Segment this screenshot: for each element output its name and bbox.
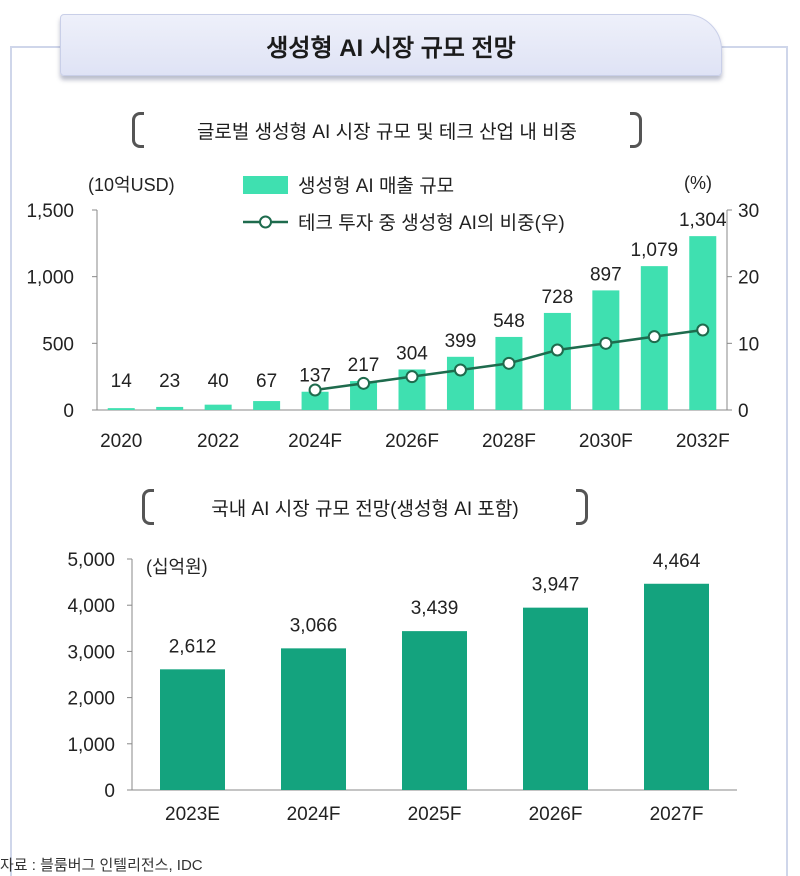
bar-value-label: 23: [159, 371, 180, 392]
bar-value-label: 548: [493, 311, 525, 332]
x-tick-label: 2028F: [482, 431, 536, 452]
bar-value-label: 2,612: [169, 636, 217, 657]
bar-value-label: 3,439: [411, 598, 459, 619]
source-note: 자료 : 블룸버그 인텔리전스, IDC: [0, 857, 203, 874]
bar: [281, 648, 346, 790]
bar: [592, 290, 620, 410]
chart2-title: 국내 AI 시장 규모 전망(생성형 AI 포함): [142, 489, 588, 525]
x-tick-label: 2020: [100, 431, 142, 452]
y2-tick-label: 30: [738, 201, 759, 222]
bar: [495, 336, 523, 410]
bar-value-label: 4,464: [653, 551, 701, 572]
bar-value-label: 897: [590, 264, 622, 285]
bar-value-label: 67: [256, 371, 277, 392]
y2-tick-label: 10: [738, 334, 759, 355]
y2-tick-label: 0: [738, 401, 749, 422]
share-point: [550, 343, 564, 357]
global-market-chart: 0 500 1,000 1,500 0 10 20 30 (10억USD) (%) 14 23 40 67…: [26, 173, 759, 452]
bar-value-label: 14: [111, 371, 133, 392]
chart1-title: 글로벌 생성형 AI 시장 규모 및 테크 산업 내 비중: [132, 112, 642, 148]
bar: [107, 408, 135, 410]
legend-line-label: 테크 투자 중 생성형 AI의 비중(우): [298, 212, 565, 234]
share-point: [502, 356, 516, 370]
y-tick-label: 1,000: [67, 735, 115, 756]
bar-value-label: 728: [542, 287, 574, 308]
x-tick-label: 2024F: [288, 431, 342, 452]
x-tick-label: 2023E: [165, 804, 220, 825]
bar: [402, 631, 467, 790]
share-point: [357, 376, 371, 390]
y-tick-label: 3,000: [67, 642, 115, 663]
y2-tick-label: 20: [738, 268, 759, 289]
x-tick-label: 2026F: [529, 804, 583, 825]
y-tick-label: 5,000: [67, 550, 115, 571]
legend-line-marker: [259, 215, 272, 229]
bar: [204, 404, 232, 410]
legend-bar-swatch: [243, 176, 288, 194]
bar: [689, 236, 717, 410]
share-point: [453, 363, 467, 377]
bar-value-label: 137: [299, 366, 331, 387]
bar-value-label: 304: [396, 343, 428, 364]
bar: [543, 312, 571, 410]
bar-value-label: 40: [208, 371, 229, 392]
share-point: [696, 323, 710, 337]
bar: [160, 669, 225, 790]
bar: [523, 607, 588, 790]
y-tick-label: 2,000: [67, 689, 115, 710]
x-tick-label: 2024F: [287, 804, 341, 825]
bar: [301, 391, 329, 410]
bar-value-label: 3,947: [532, 575, 580, 596]
x-tick-label: 2032F: [676, 431, 730, 452]
y-unit: (십억원): [146, 557, 208, 577]
page-title: 생성형 AI 시장 규모 전망: [60, 14, 722, 76]
share-point: [308, 383, 322, 397]
x-tick-label: 2030F: [579, 431, 633, 452]
bar-value-label: 3,066: [290, 615, 338, 636]
bar-value-label: 217: [348, 355, 380, 376]
y-unit-left: (10억USD): [88, 175, 175, 195]
x-tick-label: 2025F: [408, 804, 462, 825]
domestic-market-chart: 0 1,000 2,000 3,000 4,000 5,000 (십억원) 2,612 2023…: [67, 550, 737, 825]
share-point: [405, 370, 419, 384]
y-tick-label: 1,500: [26, 201, 74, 222]
y-tick-label: 4,000: [67, 596, 115, 617]
bar: [156, 406, 184, 410]
bar-value-label: 399: [445, 331, 477, 352]
share-point: [599, 336, 613, 350]
bar-value-label: 1,304: [679, 210, 727, 231]
y-tick-label: 0: [104, 781, 115, 802]
x-tick-label: 2022: [197, 431, 239, 452]
bar-value-label: 1,079: [631, 240, 679, 261]
x-tick-label: 2026F: [385, 431, 439, 452]
y-tick-label: 500: [42, 334, 74, 355]
share-point: [647, 330, 661, 344]
y-tick-label: 0: [63, 401, 74, 422]
bar: [253, 401, 281, 410]
x-tick-label: 2027F: [650, 804, 704, 825]
legend-bar-label: 생성형 AI 매출 규모: [298, 175, 454, 197]
bar: [644, 583, 709, 790]
y-tick-label: 1,000: [26, 268, 74, 289]
y-unit-right: (%): [684, 173, 712, 193]
